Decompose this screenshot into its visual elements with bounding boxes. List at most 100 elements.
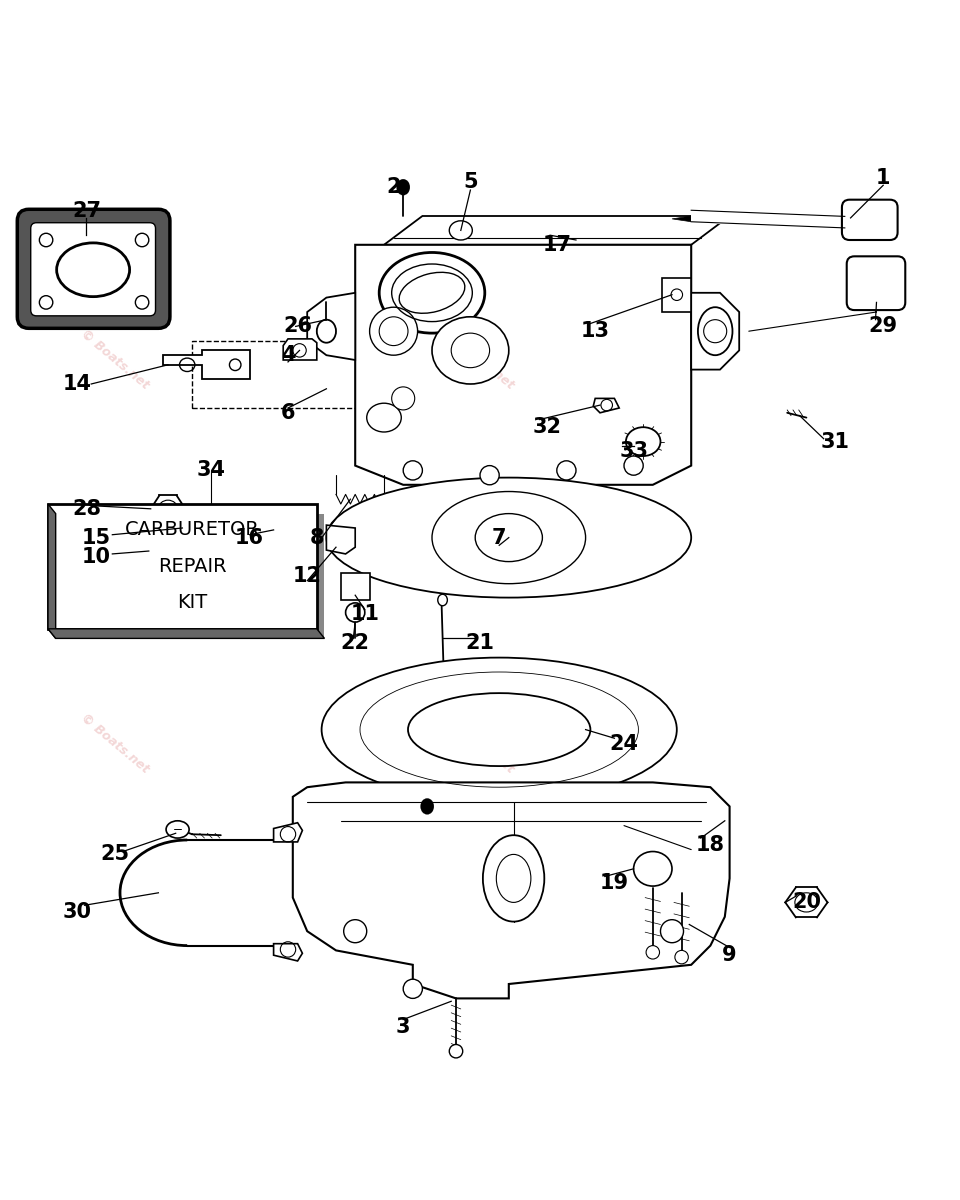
Polygon shape — [593, 398, 619, 413]
Polygon shape — [283, 338, 317, 360]
Text: 3: 3 — [396, 1018, 411, 1037]
Ellipse shape — [322, 658, 677, 802]
Ellipse shape — [396, 179, 410, 196]
Ellipse shape — [317, 319, 336, 343]
Text: 31: 31 — [821, 432, 850, 451]
Text: REPAIR: REPAIR — [157, 557, 227, 576]
Ellipse shape — [135, 295, 149, 310]
Text: 25: 25 — [101, 845, 130, 864]
Text: 19: 19 — [600, 874, 629, 893]
Polygon shape — [293, 782, 730, 998]
Text: © Boats.net: © Boats.net — [444, 328, 516, 392]
Ellipse shape — [432, 317, 509, 384]
Ellipse shape — [274, 523, 287, 535]
Text: 33: 33 — [619, 442, 648, 461]
FancyBboxPatch shape — [847, 257, 905, 310]
Ellipse shape — [483, 835, 544, 922]
Ellipse shape — [557, 461, 576, 480]
Bar — [48, 504, 317, 629]
Text: 6: 6 — [280, 403, 296, 422]
Ellipse shape — [675, 950, 688, 964]
Ellipse shape — [646, 946, 660, 959]
Text: 26: 26 — [283, 317, 312, 336]
Polygon shape — [48, 504, 56, 638]
Text: 7: 7 — [492, 528, 507, 547]
Text: 15: 15 — [82, 528, 110, 547]
Text: © Boats.net: © Boats.net — [79, 328, 152, 392]
FancyBboxPatch shape — [31, 223, 156, 316]
Ellipse shape — [379, 252, 485, 334]
Polygon shape — [48, 629, 324, 638]
Text: 9: 9 — [722, 946, 737, 965]
FancyBboxPatch shape — [17, 209, 170, 329]
Ellipse shape — [392, 386, 415, 410]
Ellipse shape — [326, 478, 691, 598]
Text: 32: 32 — [533, 418, 562, 437]
Ellipse shape — [403, 979, 422, 998]
Ellipse shape — [449, 1044, 463, 1058]
Text: 21: 21 — [466, 634, 494, 653]
Polygon shape — [274, 943, 302, 961]
Ellipse shape — [39, 295, 53, 310]
Text: 8: 8 — [309, 528, 324, 547]
Ellipse shape — [438, 594, 447, 606]
Ellipse shape — [403, 461, 422, 480]
Text: 24: 24 — [610, 734, 638, 754]
Text: 2: 2 — [386, 178, 401, 197]
Polygon shape — [691, 293, 739, 370]
Text: 29: 29 — [869, 317, 898, 336]
Text: 22: 22 — [341, 634, 370, 653]
Bar — [56, 514, 324, 638]
Ellipse shape — [370, 307, 418, 355]
Ellipse shape — [344, 919, 367, 943]
Bar — [341, 574, 370, 600]
Polygon shape — [274, 823, 302, 842]
Ellipse shape — [475, 514, 542, 562]
Polygon shape — [355, 245, 691, 485]
Text: 14: 14 — [62, 374, 91, 394]
Text: 20: 20 — [792, 893, 821, 912]
Ellipse shape — [660, 919, 684, 943]
Polygon shape — [384, 216, 730, 245]
Ellipse shape — [135, 233, 149, 247]
FancyBboxPatch shape — [842, 199, 898, 240]
Text: 27: 27 — [72, 202, 101, 221]
Ellipse shape — [346, 602, 365, 622]
Ellipse shape — [408, 694, 590, 766]
Text: 12: 12 — [293, 566, 322, 586]
Ellipse shape — [439, 666, 446, 676]
Text: 17: 17 — [542, 235, 571, 254]
Ellipse shape — [367, 403, 401, 432]
Ellipse shape — [698, 307, 732, 355]
Text: 28: 28 — [72, 499, 101, 518]
Text: CARBURETOR: CARBURETOR — [125, 521, 259, 540]
Ellipse shape — [194, 521, 209, 533]
Ellipse shape — [39, 233, 53, 247]
Ellipse shape — [626, 427, 660, 456]
Text: 34: 34 — [197, 461, 226, 480]
Text: 1: 1 — [876, 168, 891, 187]
Text: 16: 16 — [235, 528, 264, 547]
Polygon shape — [672, 216, 691, 222]
Polygon shape — [326, 526, 355, 554]
Ellipse shape — [420, 798, 434, 815]
Ellipse shape — [634, 852, 672, 886]
Text: 10: 10 — [82, 547, 110, 566]
Ellipse shape — [480, 466, 499, 485]
Text: © Boats.net: © Boats.net — [444, 712, 516, 776]
Ellipse shape — [166, 821, 189, 838]
Text: 4: 4 — [280, 346, 296, 365]
Ellipse shape — [57, 242, 130, 296]
Text: KIT: KIT — [177, 593, 207, 612]
Text: 11: 11 — [350, 605, 379, 624]
Polygon shape — [307, 293, 355, 360]
Text: 18: 18 — [696, 835, 725, 854]
Ellipse shape — [449, 221, 472, 240]
Ellipse shape — [624, 456, 643, 475]
Polygon shape — [163, 350, 250, 379]
Text: © Boats.net: © Boats.net — [79, 712, 152, 776]
Text: 30: 30 — [62, 902, 91, 922]
Text: 5: 5 — [463, 173, 478, 192]
Polygon shape — [662, 278, 691, 312]
Text: 13: 13 — [581, 322, 610, 341]
